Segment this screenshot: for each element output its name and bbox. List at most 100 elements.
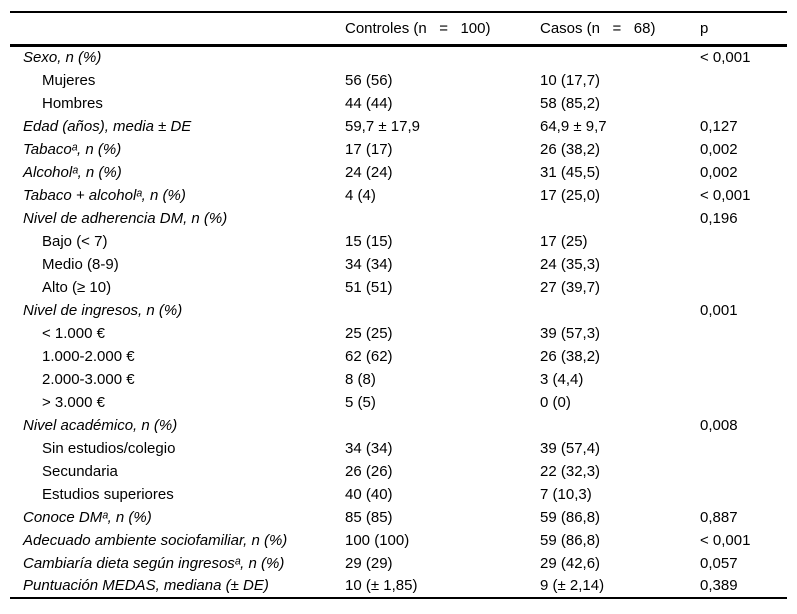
cell-p xyxy=(700,69,787,92)
cell-casos: 59 (86,8) xyxy=(540,531,601,549)
row-label: Alcoholᵃ, n (%) xyxy=(23,163,122,181)
cell-casos xyxy=(540,414,700,437)
table-row: Edad (años), media ± DE 59,7 ± 17,9 64,9… xyxy=(10,115,787,138)
table-row: Cambiaría dieta según ingresosᵃ, n (%) 2… xyxy=(10,552,787,575)
cell-controles: 4 (4) xyxy=(345,186,376,204)
cell-p: 0,001 xyxy=(700,301,738,319)
row-label: Secundaria xyxy=(42,462,118,480)
cell-p xyxy=(700,391,787,414)
table-row: Tabaco + alcoholᵃ, n (%) 4 (4) 17 (25,0)… xyxy=(10,184,787,207)
table-row: Alto (≥ 10) 51 (51) 27 (39,7) xyxy=(10,276,787,299)
table-body: Sexo, n (%) < 0,001 Mujeres 56 (56) 10 (… xyxy=(10,46,787,598)
cell-p: 0,002 xyxy=(700,163,738,181)
cell-casos: 3 (4,4) xyxy=(540,370,584,388)
cell-p xyxy=(700,460,787,483)
table-row: Hombres 44 (44) 58 (85,2) xyxy=(10,92,787,115)
cell-casos: 26 (38,2) xyxy=(540,347,601,365)
cell-casos: 0 (0) xyxy=(540,393,571,411)
row-label: < 1.000 € xyxy=(42,324,105,342)
row-label: Sexo, n (%) xyxy=(23,49,102,67)
cell-controles: 5 (5) xyxy=(345,393,376,411)
table-row: Sin estudios/colegio 34 (34) 39 (57,4) xyxy=(10,437,787,460)
table-row: Nivel de adherencia DM, n (%) 0,196 xyxy=(10,207,787,230)
table-row: > 3.000 € 5 (5) 0 (0) xyxy=(10,391,787,414)
clinical-characteristics-table: Controles (n = 100) Casos (n = 68) p Sex… xyxy=(10,11,787,599)
row-label: 2.000-3.000 € xyxy=(42,370,135,388)
table-row: Tabacoᵃ, n (%) 17 (17) 26 (38,2) 0,002 xyxy=(10,138,787,161)
cell-controles: 29 (29) xyxy=(345,554,393,572)
cell-casos: 17 (25,0) xyxy=(540,186,601,204)
row-label: Sin estudios/colegio xyxy=(42,439,176,457)
table-header: Controles (n = 100) Casos (n = 68) p xyxy=(10,12,787,46)
cell-p: 0,196 xyxy=(700,209,738,227)
cell-controles: 56 (56) xyxy=(345,71,393,89)
cell-controles xyxy=(345,207,540,230)
row-label: Tabacoᵃ, n (%) xyxy=(23,140,122,158)
cell-controles: 8 (8) xyxy=(345,370,376,388)
cell-p xyxy=(700,276,787,299)
cell-p xyxy=(700,437,787,460)
table-row: Mujeres 56 (56) 10 (17,7) xyxy=(10,69,787,92)
row-label: Puntuación MEDAS, mediana (± DE) xyxy=(23,577,269,594)
header-p: p xyxy=(700,20,709,37)
cell-casos: 24 (35,3) xyxy=(540,255,601,273)
row-label: Estudios superiores xyxy=(42,485,174,503)
cell-casos: 7 (10,3) xyxy=(540,485,592,503)
cell-p: < 0,001 xyxy=(700,531,751,549)
header-row: Controles (n = 100) Casos (n = 68) p xyxy=(10,12,787,46)
cell-controles: 34 (34) xyxy=(345,255,393,273)
cell-p xyxy=(700,322,787,345)
cell-controles: 17 (17) xyxy=(345,140,393,158)
table-row: Secundaria 26 (26) 22 (32,3) xyxy=(10,460,787,483)
cell-controles: 62 (62) xyxy=(345,347,393,365)
cell-p xyxy=(700,92,787,115)
cell-controles: 59,7 ± 17,9 xyxy=(345,117,420,135)
row-label: Hombres xyxy=(42,94,103,112)
table-row: Sexo, n (%) < 0,001 xyxy=(10,46,787,69)
cell-controles: 26 (26) xyxy=(345,462,393,480)
row-label: 1.000-2.000 € xyxy=(42,347,135,365)
cell-casos: 17 (25) xyxy=(540,232,588,250)
table-row: < 1.000 € 25 (25) 39 (57,3) xyxy=(10,322,787,345)
cell-p: 0,127 xyxy=(700,117,738,135)
cell-controles: 44 (44) xyxy=(345,94,393,112)
header-casos: Casos (n = 68) xyxy=(540,20,656,37)
row-label: Conoce DMᵃ, n (%) xyxy=(23,508,152,526)
table-row: 1.000-2.000 € 62 (62) 26 (38,2) xyxy=(10,345,787,368)
cell-casos: 64,9 ± 9,7 xyxy=(540,117,607,135)
cell-controles: 34 (34) xyxy=(345,439,393,457)
row-label: Cambiaría dieta según ingresosᵃ, n (%) xyxy=(23,554,285,572)
table-row: Nivel académico, n (%) 0,008 xyxy=(10,414,787,437)
cell-p: < 0,001 xyxy=(700,186,751,204)
cell-casos: 39 (57,3) xyxy=(540,324,601,342)
row-label: Tabaco + alcoholᵃ, n (%) xyxy=(23,186,186,204)
paper-table-container: Controles (n = 100) Casos (n = 68) p Sex… xyxy=(10,11,787,599)
cell-p xyxy=(700,483,787,506)
table-row: Nivel de ingresos, n (%) 0,001 xyxy=(10,299,787,322)
cell-controles xyxy=(345,299,540,322)
cell-controles xyxy=(345,46,540,69)
row-label: Edad (años), media ± DE xyxy=(23,117,192,135)
cell-casos: 10 (17,7) xyxy=(540,71,601,89)
cell-p xyxy=(700,230,787,253)
row-label: Nivel de ingresos, n (%) xyxy=(23,301,183,319)
cell-casos: 9 (± 2,14) xyxy=(540,577,605,594)
row-label: Bajo (< 7) xyxy=(42,232,108,250)
cell-p: < 0,001 xyxy=(700,49,751,67)
cell-p: 0,002 xyxy=(700,140,738,158)
cell-casos: 22 (32,3) xyxy=(540,462,601,480)
cell-p xyxy=(700,368,787,391)
cell-p xyxy=(700,345,787,368)
cell-casos xyxy=(540,46,700,69)
header-controles: Controles (n = 100) xyxy=(345,20,491,37)
table-row: Conoce DMᵃ, n (%) 85 (85) 59 (86,8) 0,88… xyxy=(10,506,787,529)
cell-casos: 26 (38,2) xyxy=(540,140,601,158)
cell-casos: 27 (39,7) xyxy=(540,278,601,296)
table-row: Adecuado ambiente sociofamiliar, n (%) 1… xyxy=(10,529,787,552)
table-row: Medio (8-9) 34 (34) 24 (35,3) xyxy=(10,253,787,276)
row-label: Mujeres xyxy=(42,71,96,89)
cell-controles: 51 (51) xyxy=(345,278,393,296)
header-label-spacer xyxy=(10,12,345,46)
cell-p: 0,057 xyxy=(700,554,738,572)
cell-p: 0,389 xyxy=(700,577,738,594)
